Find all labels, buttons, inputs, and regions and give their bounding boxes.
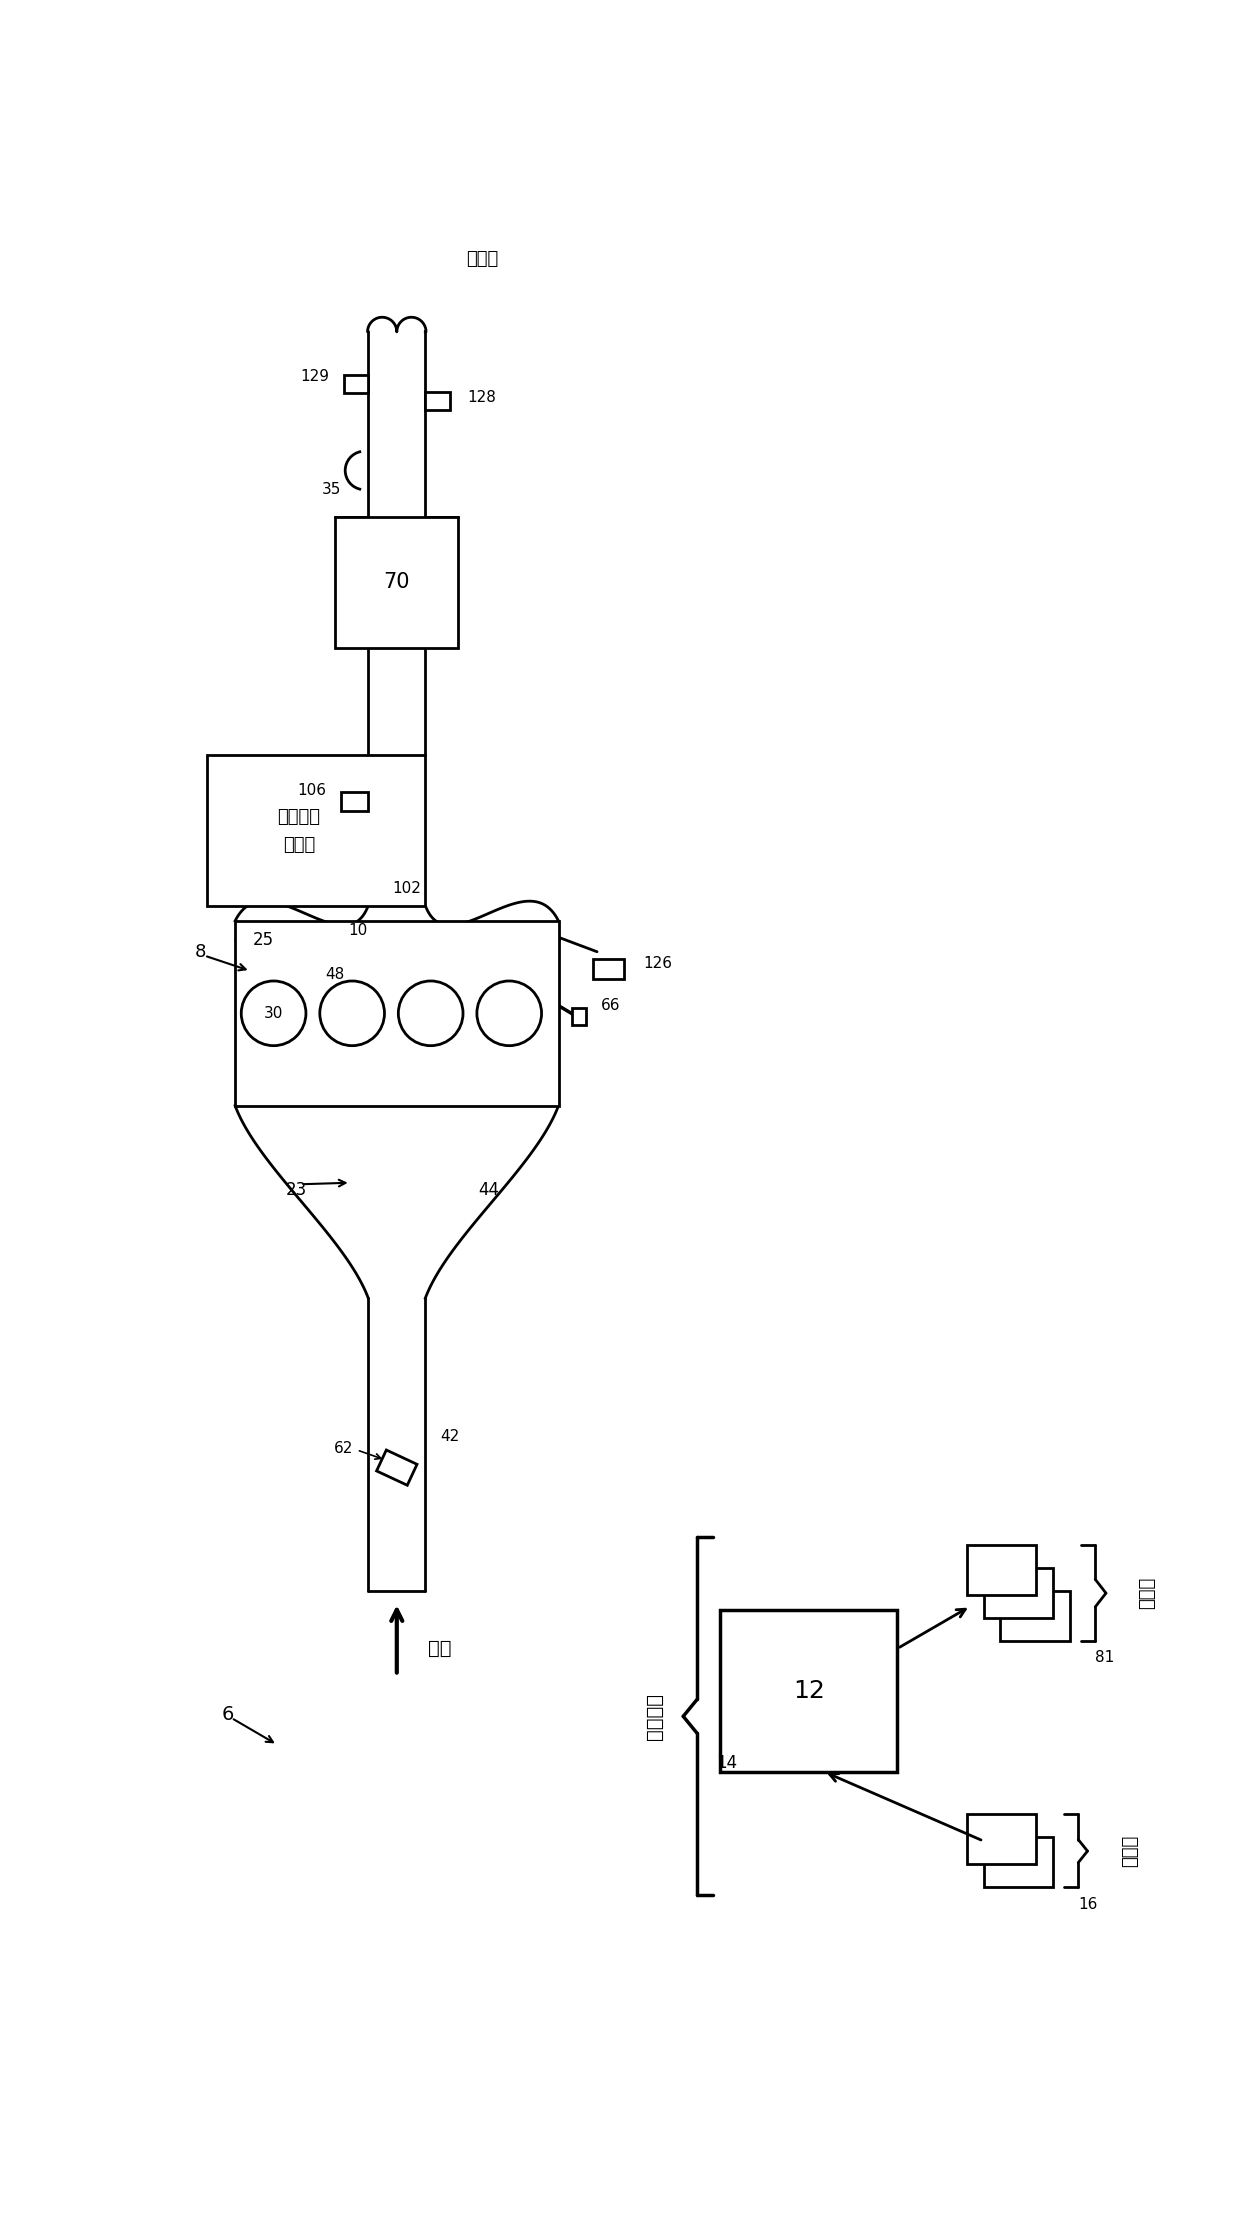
Bar — [983, 1568, 1053, 1617]
Bar — [1001, 1590, 1070, 1641]
Bar — [967, 1545, 1035, 1594]
Text: 14: 14 — [717, 1753, 738, 1771]
Bar — [720, 1610, 898, 1771]
Bar — [593, 960, 624, 978]
Text: 控制系统: 控制系统 — [645, 1693, 665, 1740]
Text: 柴油微粒: 柴油微粒 — [278, 808, 320, 826]
Text: 进气: 进气 — [428, 1639, 451, 1659]
Bar — [207, 755, 425, 907]
Text: 25: 25 — [253, 931, 274, 949]
Bar — [983, 1838, 1053, 1887]
Text: 66: 66 — [601, 998, 620, 1014]
Text: 70: 70 — [383, 572, 410, 592]
Circle shape — [320, 980, 384, 1045]
Text: 12: 12 — [792, 1679, 825, 1704]
Text: 传感器: 传感器 — [1121, 1836, 1138, 1867]
Bar — [236, 920, 558, 1105]
Text: 6: 6 — [221, 1704, 233, 1724]
Text: 48: 48 — [326, 967, 345, 983]
Bar — [377, 1449, 417, 1485]
Circle shape — [477, 980, 542, 1045]
Bar — [335, 516, 459, 648]
Bar — [425, 393, 450, 411]
Text: 102: 102 — [393, 882, 422, 895]
Text: 44: 44 — [479, 1181, 500, 1199]
Text: 128: 128 — [467, 391, 496, 404]
Text: 30: 30 — [264, 1005, 283, 1020]
Text: 129: 129 — [301, 368, 330, 384]
Text: 10: 10 — [348, 922, 368, 938]
Text: 62: 62 — [334, 1440, 353, 1456]
Text: 8: 8 — [195, 942, 206, 960]
Circle shape — [398, 980, 463, 1045]
Text: 106: 106 — [296, 782, 326, 797]
Text: 23: 23 — [286, 1181, 308, 1199]
Bar — [573, 1007, 587, 1025]
Bar — [967, 1813, 1035, 1865]
Text: 42: 42 — [440, 1429, 460, 1445]
Text: 126: 126 — [644, 956, 672, 971]
Circle shape — [242, 980, 306, 1045]
Text: 16: 16 — [1079, 1896, 1097, 1911]
Bar — [341, 793, 368, 811]
Text: 到大气: 到大气 — [466, 250, 498, 268]
Text: 81: 81 — [1095, 1650, 1115, 1666]
Text: 35: 35 — [322, 482, 341, 498]
Bar — [343, 375, 368, 393]
Text: 过滤器: 过滤器 — [283, 835, 315, 853]
Text: 致动器: 致动器 — [1138, 1576, 1156, 1610]
